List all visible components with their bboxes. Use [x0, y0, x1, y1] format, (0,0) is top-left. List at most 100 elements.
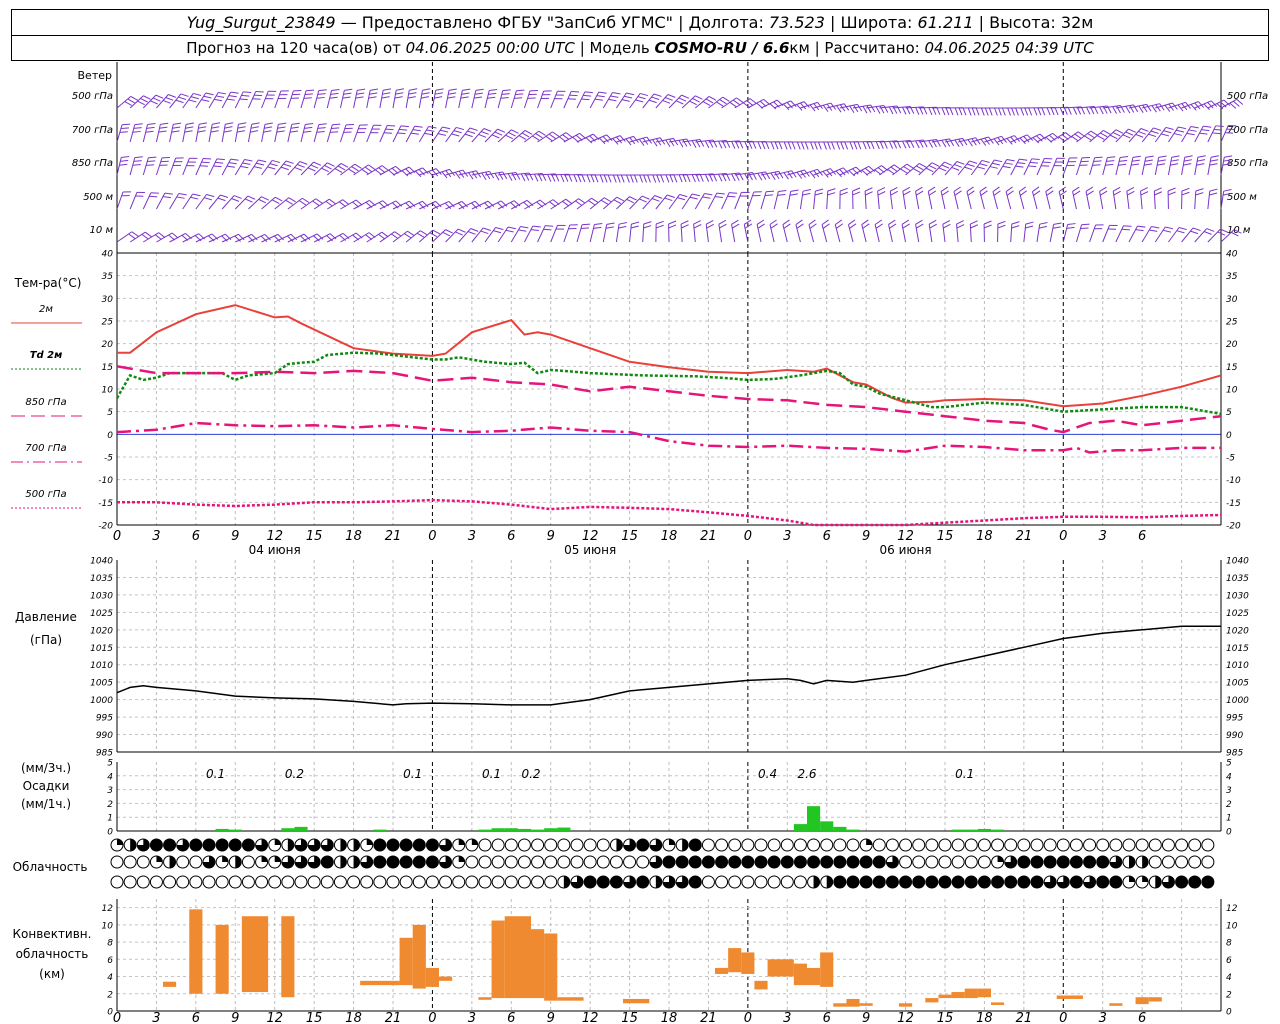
- wind-barb-staff: [327, 232, 344, 243]
- precip-bar: [491, 828, 505, 831]
- cloud-cover-symbol: [531, 875, 545, 889]
- wind-barb-feather: [1112, 106, 1117, 114]
- cloud-cover-symbol: [307, 875, 321, 889]
- y-tick-left: -5: [104, 454, 113, 464]
- y-tick-left: 25: [102, 318, 114, 328]
- wind-barb-staff: [1010, 134, 1028, 143]
- cloud-cover-symbol: [1083, 838, 1097, 852]
- wind-barb-staff: [129, 157, 136, 176]
- wind-barb-feather: [1146, 104, 1152, 112]
- wind-barb-feather: [226, 165, 235, 168]
- wind-barb-feather: [368, 164, 376, 170]
- wind-barb-staff: [992, 191, 999, 210]
- precip-label: 0.1: [403, 767, 422, 781]
- wind-barb-feather: [175, 99, 184, 104]
- cloud-cover-symbol: [741, 875, 755, 889]
- wind-barb-staff: [944, 161, 958, 176]
- wind-barb-feather: [954, 139, 960, 147]
- y-tick-right: 12: [1226, 904, 1238, 914]
- wind-barb-feather: [770, 172, 776, 180]
- x-tick-lower: 9: [862, 1011, 870, 1024]
- cloud-cover-fill: [965, 876, 978, 888]
- wind-barb-feather: [836, 105, 842, 113]
- wind-barb-feather: [310, 164, 319, 169]
- wind-barb-feather: [761, 172, 767, 180]
- wind-barb-staff: [497, 90, 504, 109]
- wind-barb-feather: [744, 141, 749, 150]
- cloud-cover-symbol: [1175, 838, 1189, 852]
- wind-barb-feather: [1176, 129, 1185, 133]
- x-tick-upper: 3: [152, 529, 160, 544]
- wind-barb-feather: [890, 166, 898, 173]
- wind-barb-staff: [734, 192, 742, 210]
- x-tick-lower: 12: [897, 1011, 914, 1024]
- cloud-cover-symbol: [977, 838, 991, 852]
- wind-barb-feather: [791, 170, 797, 178]
- wind-barb-staff: [905, 106, 924, 109]
- wind-barb-feather: [1213, 128, 1223, 131]
- cloud-cover-fill: [156, 856, 163, 862]
- wind-barb-feather: [424, 132, 433, 136]
- wind-barb-feather: [176, 196, 185, 199]
- wind-barb-feather: [718, 219, 727, 225]
- wind-barb-feather: [954, 107, 959, 116]
- wind-barb-feather: [231, 198, 240, 202]
- wind-barb-staff: [1141, 157, 1147, 176]
- model-label: | Модель: [579, 39, 650, 57]
- y-tick-left: 1000: [90, 696, 113, 706]
- wind-barb-feather: [1026, 134, 1034, 141]
- wind-barb-staff: [1049, 158, 1058, 176]
- wind-barb-feather: [870, 141, 875, 150]
- wind-barb-feather: [997, 220, 1006, 225]
- wind-barb-staff: [563, 132, 580, 143]
- wind-barb-staff: [537, 90, 545, 109]
- wind-barb-feather: [534, 173, 539, 182]
- cloud-cover-symbol: [504, 855, 518, 869]
- cloud-cover-fill: [939, 876, 951, 888]
- wind-barb-feather: [822, 171, 829, 178]
- wind-barb-feather: [1151, 226, 1160, 229]
- wind-barb-staff: [1194, 157, 1199, 176]
- cloud-cover-fill: [295, 839, 307, 851]
- wind-barb-feather: [399, 128, 408, 131]
- wind-barb-feather: [1176, 230, 1185, 234]
- cloud-cover-symbol: [701, 875, 715, 889]
- wind-barb-feather: [778, 171, 784, 179]
- wind-barb-staff: [471, 128, 485, 143]
- cloud-cover-fill: [471, 839, 478, 845]
- wind-barb-feather: [332, 123, 341, 126]
- wind-barb-staff: [1220, 191, 1225, 210]
- header-row-station: Yug_Surgut_23849 — Предоставлено ФГБУ "З…: [12, 10, 1268, 36]
- wind-barb-feather: [608, 98, 617, 102]
- wind-barb-feather: [464, 133, 473, 138]
- wind-barb-staff: [340, 232, 357, 243]
- wind-barb-feather: [1145, 155, 1154, 158]
- wind-barb-feather: [1178, 227, 1187, 231]
- wind-barb-feather: [790, 189, 799, 192]
- wind-barb-feather: [736, 97, 744, 103]
- wind-barb-feather: [237, 126, 246, 129]
- wind-barb-feather: [216, 158, 225, 161]
- wind-barb-feather: [1207, 102, 1214, 109]
- wind-barb-feather: [1223, 159, 1232, 162]
- wind-barb-staff: [616, 92, 627, 109]
- wind-barb-feather: [210, 130, 219, 133]
- cloud-cover-fill: [1096, 856, 1109, 868]
- y-tick-right: 1020: [1226, 626, 1249, 636]
- wind-barb-feather: [421, 92, 430, 95]
- day-label: 05 июня: [564, 543, 616, 557]
- wind-barb-feather: [327, 162, 335, 167]
- wind-barb-feather: [633, 174, 638, 183]
- wind-barb-feather: [418, 202, 425, 209]
- wind-barb-staff: [182, 233, 199, 243]
- altitude-label: | Высота:: [978, 13, 1056, 32]
- wind-level-label-left: 850 гПа: [72, 158, 113, 169]
- cloud-cover-fill: [833, 876, 846, 888]
- cloud-cover-fill: [439, 839, 452, 852]
- cloud-cover-fill: [1129, 876, 1135, 882]
- wind-barb-feather: [802, 192, 811, 196]
- wind-barb-staff: [786, 191, 792, 210]
- wind-barb-feather: [691, 193, 700, 197]
- wind-barb-staff: [629, 93, 641, 109]
- wind-barb-feather: [422, 200, 429, 208]
